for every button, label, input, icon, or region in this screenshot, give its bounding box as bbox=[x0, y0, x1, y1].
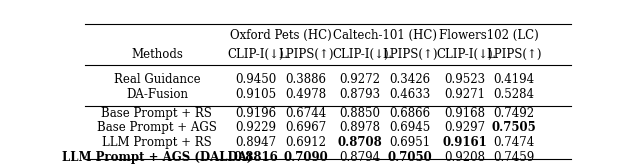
Text: 0.8850: 0.8850 bbox=[340, 107, 381, 120]
Text: LPIPS(↑): LPIPS(↑) bbox=[278, 48, 333, 61]
Text: 0.8816: 0.8816 bbox=[234, 151, 278, 164]
Text: 0.5284: 0.5284 bbox=[493, 88, 534, 101]
Text: Base Prompt + RS: Base Prompt + RS bbox=[102, 107, 212, 120]
Text: 0.3886: 0.3886 bbox=[285, 73, 326, 86]
Text: 0.8978: 0.8978 bbox=[340, 121, 381, 134]
Text: 0.9450: 0.9450 bbox=[236, 73, 276, 86]
Text: 0.6945: 0.6945 bbox=[389, 121, 431, 134]
Text: 0.7090: 0.7090 bbox=[284, 151, 328, 164]
Text: 0.8708: 0.8708 bbox=[338, 136, 383, 149]
Text: 0.4194: 0.4194 bbox=[493, 73, 534, 86]
Text: 0.9105: 0.9105 bbox=[236, 88, 276, 101]
Text: 0.9161: 0.9161 bbox=[442, 136, 487, 149]
Text: LLM Prompt + AGS (DALDA): LLM Prompt + AGS (DALDA) bbox=[61, 151, 252, 164]
Text: 0.8794: 0.8794 bbox=[340, 151, 381, 164]
Text: 0.9168: 0.9168 bbox=[444, 107, 485, 120]
Text: 0.7050: 0.7050 bbox=[387, 151, 432, 164]
Text: 0.9297: 0.9297 bbox=[444, 121, 485, 134]
Text: LLM Prompt + RS: LLM Prompt + RS bbox=[102, 136, 212, 149]
Text: 0.9272: 0.9272 bbox=[340, 73, 381, 86]
Text: Caltech-101 (HC): Caltech-101 (HC) bbox=[333, 29, 437, 42]
Text: Real Guidance: Real Guidance bbox=[113, 73, 200, 86]
Text: 0.4978: 0.4978 bbox=[285, 88, 326, 101]
Text: 0.9229: 0.9229 bbox=[236, 121, 276, 134]
Text: Oxford Pets (HC): Oxford Pets (HC) bbox=[230, 29, 332, 42]
Text: 0.9271: 0.9271 bbox=[444, 88, 485, 101]
Text: 0.7474: 0.7474 bbox=[493, 136, 534, 149]
Text: 0.8793: 0.8793 bbox=[340, 88, 381, 101]
Text: Base Prompt + AGS: Base Prompt + AGS bbox=[97, 121, 217, 134]
Text: 0.7459: 0.7459 bbox=[493, 151, 534, 164]
Text: CLIP-I(↓): CLIP-I(↓) bbox=[228, 48, 284, 61]
Text: 0.6866: 0.6866 bbox=[389, 107, 431, 120]
Text: 0.3426: 0.3426 bbox=[389, 73, 431, 86]
Text: 0.6912: 0.6912 bbox=[285, 136, 326, 149]
Text: 0.6967: 0.6967 bbox=[285, 121, 326, 134]
Text: Flowers102 (LC): Flowers102 (LC) bbox=[439, 29, 539, 42]
Text: 0.9196: 0.9196 bbox=[236, 107, 276, 120]
Text: 0.4633: 0.4633 bbox=[389, 88, 431, 101]
Text: 0.9523: 0.9523 bbox=[444, 73, 485, 86]
Text: LPIPS(↑): LPIPS(↑) bbox=[486, 48, 541, 61]
Text: CLIP-I(↓): CLIP-I(↓) bbox=[436, 48, 493, 61]
Text: Methods: Methods bbox=[131, 48, 183, 61]
Text: 0.6951: 0.6951 bbox=[389, 136, 431, 149]
Text: 0.7505: 0.7505 bbox=[492, 121, 536, 134]
Text: 0.6744: 0.6744 bbox=[285, 107, 326, 120]
Text: 0.8947: 0.8947 bbox=[236, 136, 276, 149]
Text: 0.7492: 0.7492 bbox=[493, 107, 534, 120]
Text: LPIPS(↑): LPIPS(↑) bbox=[382, 48, 438, 61]
Text: CLIP-I(↓): CLIP-I(↓) bbox=[332, 48, 388, 61]
Text: 0.9208: 0.9208 bbox=[444, 151, 485, 164]
Text: DA-Fusion: DA-Fusion bbox=[126, 88, 188, 101]
